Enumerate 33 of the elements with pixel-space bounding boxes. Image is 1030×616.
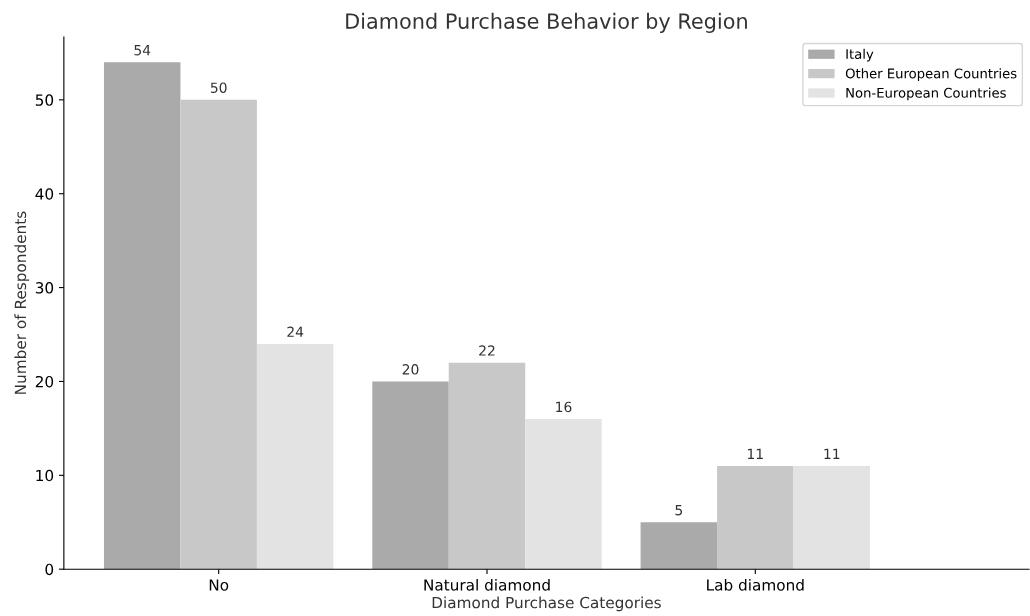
y-axis-title: Number of Respondents [14, 211, 30, 394]
y-tick-label: 20 [35, 375, 54, 388]
x-axis-title: Diamond Purchase Categories [432, 596, 661, 612]
data-label: 24 [287, 326, 304, 337]
bar [717, 465, 794, 570]
y-tick-label: 40 [35, 188, 54, 200]
legend-label: Non-European Countries [846, 87, 1006, 101]
data-label: 22 [479, 345, 495, 356]
data-label: 11 [747, 448, 763, 459]
chart-title: Diamond Purchase Behavior by Region [346, 12, 747, 33]
data-label: 20 [402, 364, 419, 375]
data-label: 54 [134, 45, 151, 56]
bar [525, 419, 602, 570]
bar [793, 465, 870, 570]
y-tick-label: 30 [35, 282, 54, 294]
data-label: 11 [824, 448, 840, 459]
x-tick-label: No [209, 579, 229, 591]
bar [448, 362, 526, 570]
bar [372, 381, 449, 570]
bar [256, 343, 334, 570]
bar [103, 62, 181, 570]
y-tick-label: 10 [36, 469, 54, 482]
bar [180, 99, 257, 570]
y-tick-label: 50 [35, 94, 54, 106]
data-label: 50 [210, 82, 227, 93]
legend-label: Other European Countries [845, 68, 1017, 81]
y-tick-label: 0 [45, 563, 54, 576]
legend-label: Italy [846, 48, 874, 62]
x-tick-label: Natural diamond [424, 578, 550, 591]
x-tick-label: Lab diamond [707, 578, 804, 591]
data-label: 16 [556, 401, 572, 413]
bar [640, 522, 718, 570]
data-label: 5 [675, 505, 683, 516]
